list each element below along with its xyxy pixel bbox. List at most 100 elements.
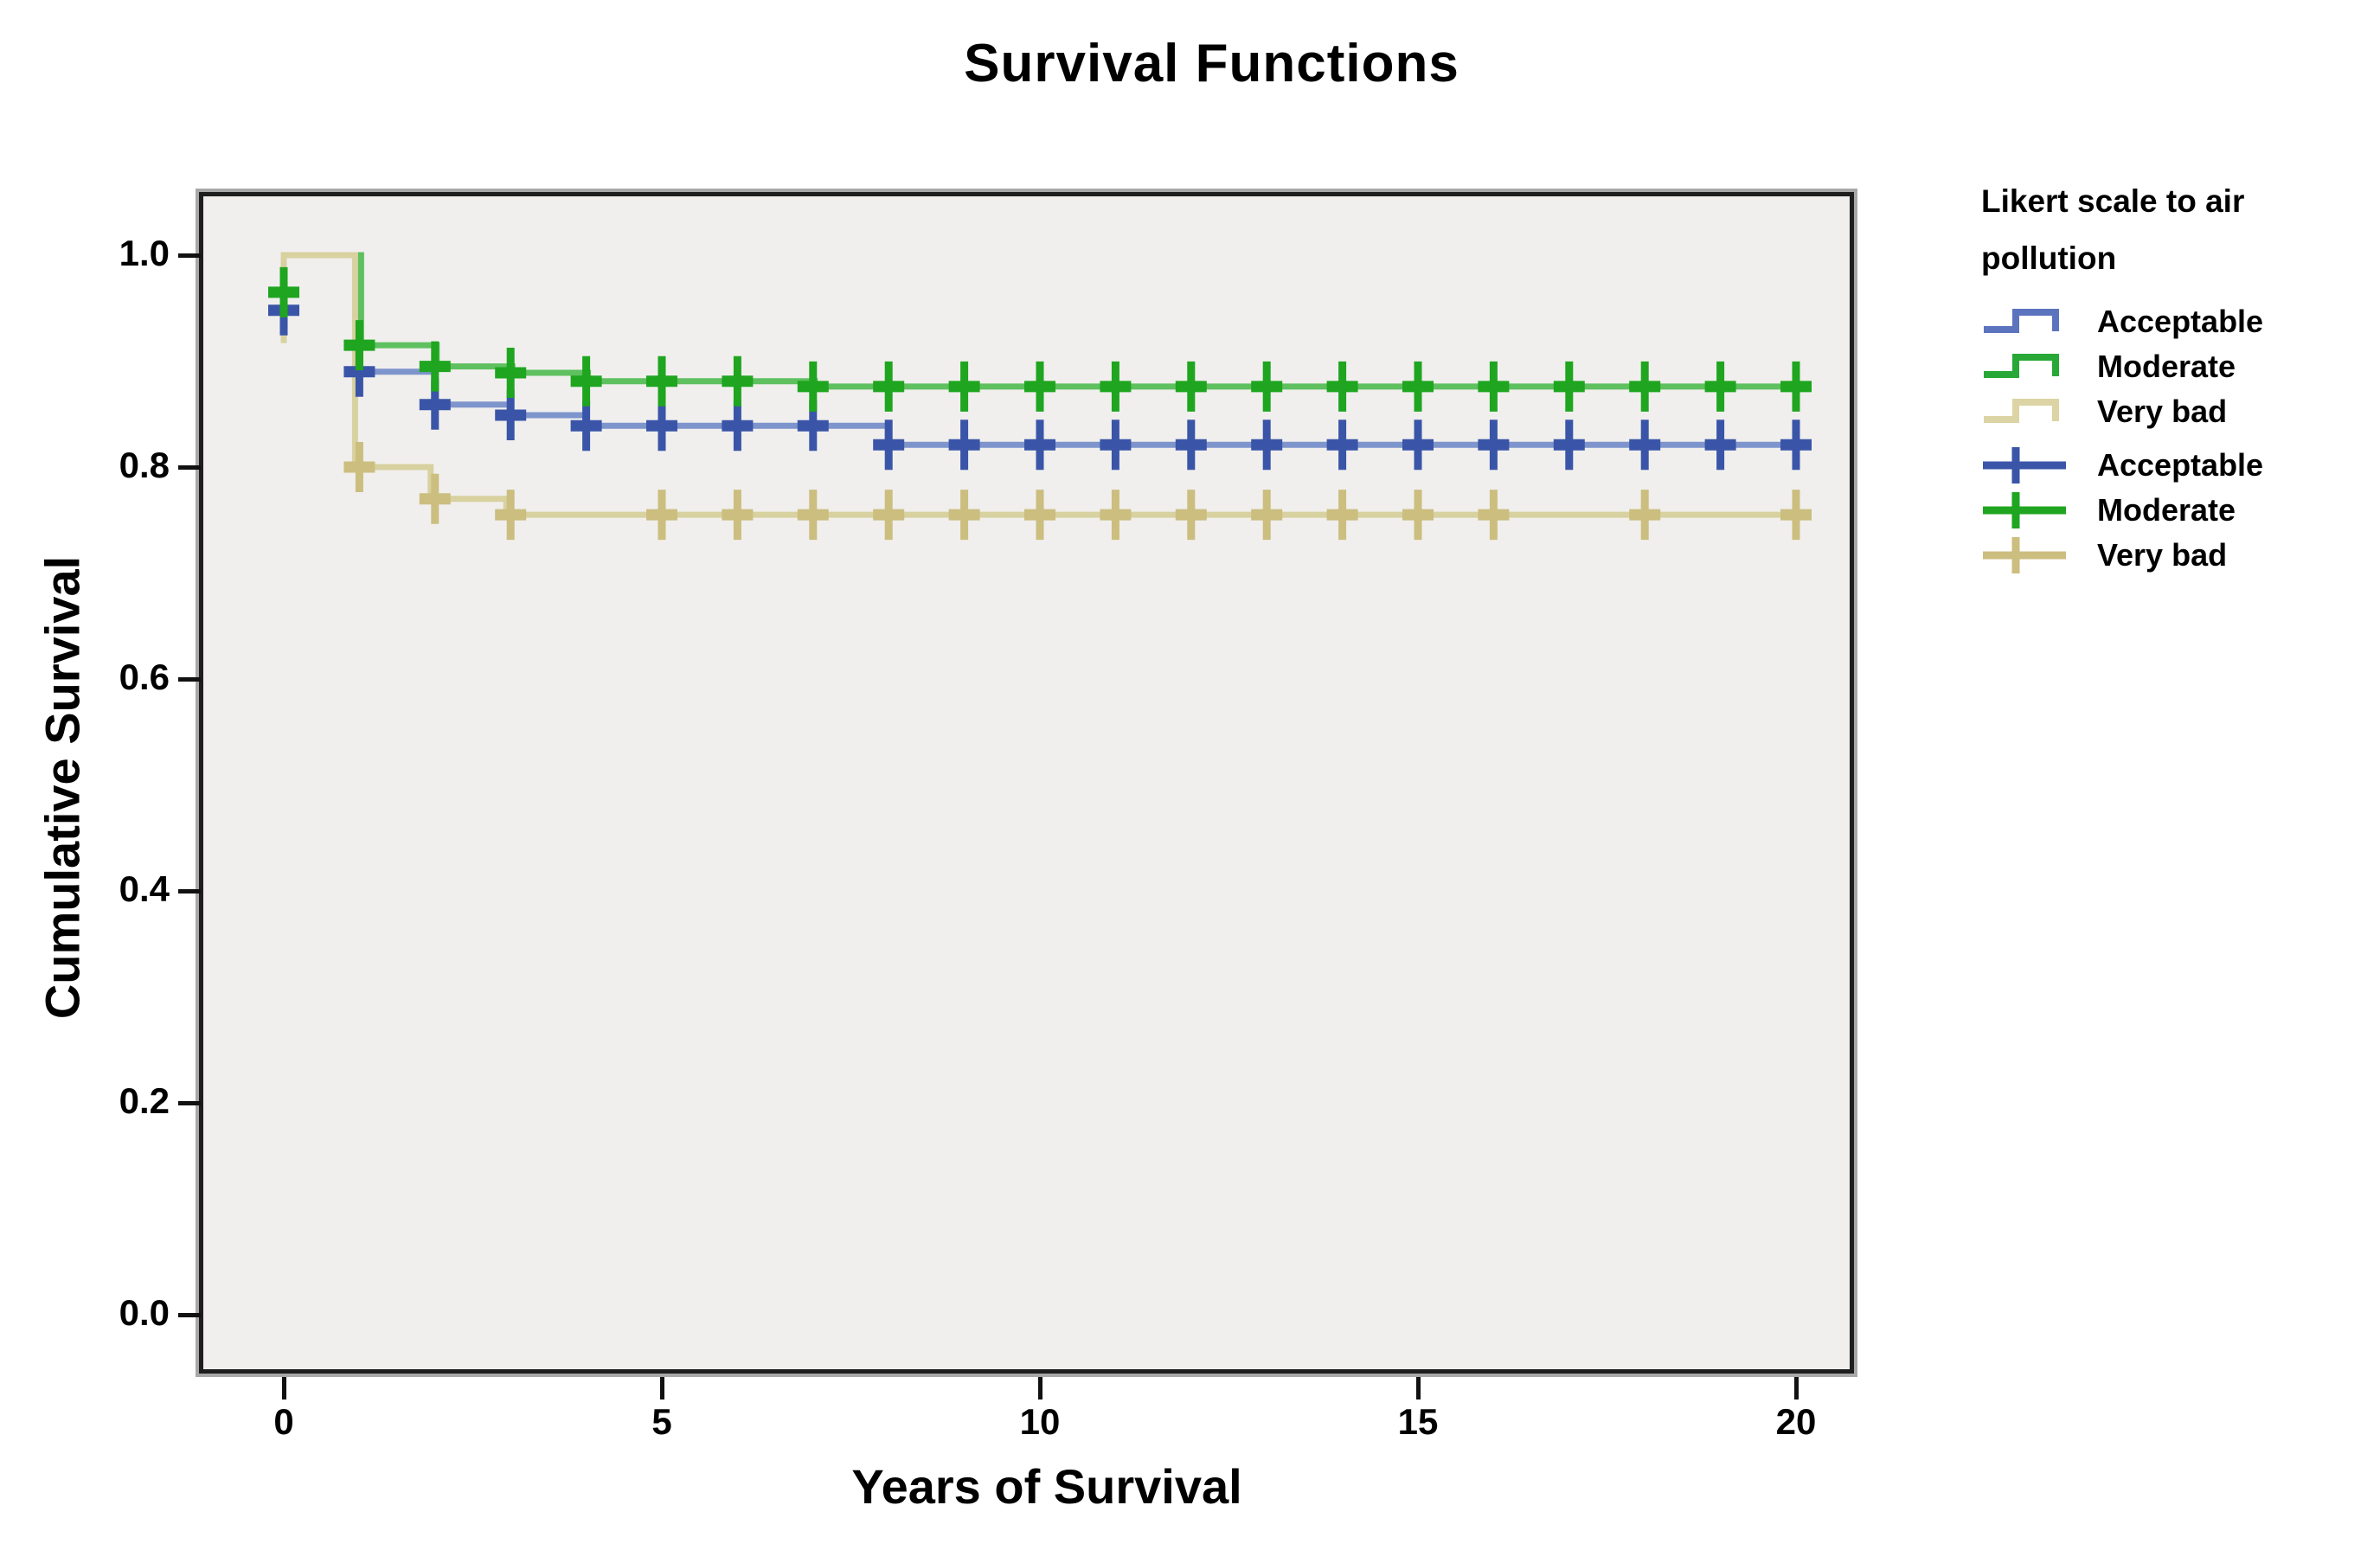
legend-title: Likert scale to air pollution (1981, 173, 2380, 287)
censor-mark-moderate (419, 341, 451, 392)
censor-mark-acceptable (646, 400, 677, 452)
x-tick-label: 15 (1397, 1401, 1439, 1442)
y-tick-label: 0.0 (119, 1292, 170, 1333)
censor-mark-moderate (948, 361, 980, 412)
x-tick-mark (1416, 1377, 1421, 1399)
x-tick-mark (660, 1377, 664, 1399)
censor-mark-acceptable (1780, 420, 1812, 471)
x-tick-label: 10 (1019, 1401, 1061, 1442)
legend-entry: Moderate (1981, 344, 2380, 389)
legend-censor-plus-icon (1983, 492, 2066, 528)
y-tick-label: 0.8 (119, 445, 170, 485)
censor-mark-acceptable (570, 400, 602, 452)
censor-mark-very-bad (419, 473, 451, 524)
y-axis-label: Cumulative Survival (35, 555, 90, 1020)
censor-mark-very-bad (1251, 490, 1283, 541)
censor-mark-moderate (495, 347, 527, 398)
censor-mark-very-bad (1780, 490, 1812, 541)
censor-mark-moderate (1251, 361, 1283, 412)
censor-mark-moderate (1704, 361, 1736, 412)
y-tick-label: 0.2 (119, 1080, 170, 1121)
chart-title: Survival Functions (964, 34, 1459, 93)
censor-mark-acceptable (722, 400, 754, 452)
censor-mark-acceptable (1704, 420, 1736, 471)
legend: Likert scale to air pollution Acceptable… (1981, 173, 2380, 578)
x-tick-label: 20 (1775, 1401, 1817, 1442)
censor-mark-moderate (1780, 361, 1812, 412)
plot-area (196, 189, 1857, 1377)
legend-entry: Very bad (1981, 389, 2380, 434)
censor-mark-acceptable (1100, 420, 1132, 471)
censor-mark-very-bad (1100, 490, 1132, 541)
censor-mark-moderate (646, 355, 677, 407)
censor-mark-very-bad (343, 442, 375, 492)
censor-mark-acceptable (1175, 420, 1207, 471)
censor-mark-very-bad (1175, 490, 1207, 541)
censor-mark-acceptable (1629, 420, 1661, 471)
censor-mark-very-bad (1326, 490, 1358, 541)
legend-entry: Moderate (1981, 488, 2380, 533)
censor-mark-moderate (1326, 361, 1358, 412)
censor-mark-acceptable (1402, 420, 1434, 471)
censor-mark-moderate (1402, 361, 1434, 412)
x-tick-mark (282, 1377, 286, 1399)
censor-mark-very-bad (722, 490, 754, 541)
legend-entry-label: Acceptable (2097, 447, 2264, 483)
legend-entry-label: Very bad (2097, 537, 2228, 573)
censor-mark-moderate (268, 266, 299, 317)
censor-mark-moderate (1100, 361, 1132, 412)
censor-mark-moderate (873, 361, 905, 412)
censor-mark-acceptable (1478, 420, 1510, 471)
legend-title-line2: pollution (1981, 240, 2117, 276)
censor-mark-very-bad (948, 490, 980, 541)
y-tick-label: 1.0 (119, 233, 170, 273)
censor-mark-acceptable (1553, 420, 1585, 471)
legend-title-line1: Likert scale to air (1981, 183, 2245, 219)
censor-mark-very-bad (1024, 490, 1055, 541)
legend-entry-label: Acceptable (2097, 304, 2264, 339)
y-tick-label: 0.6 (119, 657, 170, 697)
legend-censor-plus-icon (1983, 537, 2066, 573)
censor-mark-very-bad (873, 490, 905, 541)
x-tick-mark (1038, 1377, 1042, 1399)
censor-mark-moderate (722, 355, 754, 407)
x-tick-mark (1794, 1377, 1799, 1399)
censor-mark-moderate (1553, 361, 1585, 412)
legend-entry: Very bad (1981, 533, 2380, 578)
y-tick-label: 0.4 (119, 868, 170, 909)
censor-mark-moderate (1629, 361, 1661, 412)
x-axis-label: Years of Survival (851, 1459, 1242, 1514)
censor-mark-acceptable (948, 420, 980, 471)
censor-mark-very-bad (1629, 490, 1661, 541)
censor-mark-moderate (797, 361, 829, 412)
legend-entry-label: Very bad (2097, 394, 2228, 429)
censor-mark-very-bad (1402, 490, 1434, 541)
legend-step-line-icon (1984, 354, 2059, 378)
censor-mark-moderate (1024, 361, 1055, 412)
censor-mark-acceptable (495, 389, 527, 440)
y-tick-mark (178, 677, 201, 682)
legend-censor-plus-icon (1983, 447, 2066, 484)
x-tick-label: 0 (273, 1401, 294, 1442)
legend-entry: Acceptable (1981, 443, 2380, 488)
survival-curves-canvas (268, 252, 1812, 541)
censor-mark-very-bad (797, 490, 829, 541)
legend-step-line-icon (1984, 309, 2059, 333)
y-tick-mark (178, 253, 201, 258)
censor-mark-moderate (343, 320, 375, 371)
y-tick-mark (178, 1313, 201, 1317)
legend-rows: Acceptable Moderate Very bad Acceptable … (1981, 299, 2380, 578)
legend-entry: Acceptable (1981, 299, 2380, 344)
censor-mark-acceptable (1251, 420, 1283, 471)
legend-entry-label: Moderate (2097, 492, 2236, 528)
censor-mark-acceptable (873, 420, 905, 471)
censor-mark-acceptable (1326, 420, 1358, 471)
legend-entry-label: Moderate (2097, 349, 2236, 384)
censor-mark-moderate (1175, 361, 1207, 412)
y-tick-mark (178, 1101, 201, 1105)
censor-mark-very-bad (495, 490, 527, 541)
censor-mark-very-bad (1478, 490, 1510, 541)
y-tick-mark (178, 465, 201, 470)
x-tick-label: 5 (651, 1401, 672, 1442)
censor-mark-moderate (570, 355, 602, 407)
